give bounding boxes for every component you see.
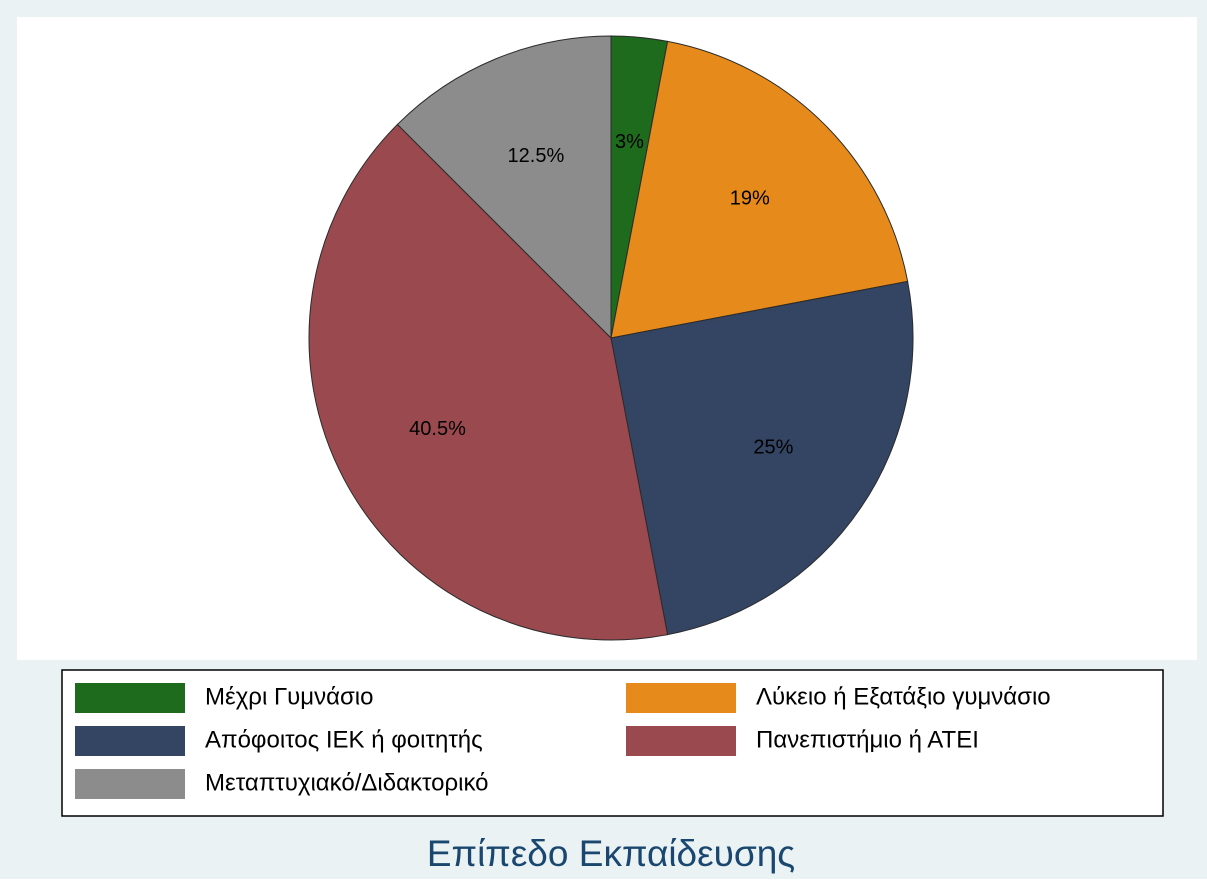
legend-swatch — [75, 726, 185, 756]
data-label: 19% — [730, 187, 770, 209]
legend-swatch — [626, 683, 736, 713]
legend-swatch — [75, 683, 185, 713]
legend-label: Λύκειο ή Εξατάξιο γυμνάσιο — [756, 683, 1051, 710]
legend-label: Πανεπιστήμιο ή ΑΤΕΙ — [756, 726, 979, 753]
pie-slice — [610, 40, 909, 339]
pie-slice — [610, 280, 914, 636]
legend-label: Απόφοιτος ΙΕΚ ή φοιτητής — [205, 726, 483, 753]
legend-swatch — [75, 769, 185, 799]
data-label: 25% — [753, 437, 793, 459]
data-label: 12.5% — [508, 145, 565, 167]
legend-label: Μεταπτυχιακό/Διδακτορικό — [205, 769, 489, 796]
data-label: 40.5% — [409, 418, 466, 440]
legend-swatch — [626, 726, 736, 756]
data-label: 3% — [615, 131, 644, 153]
chart-title: Επίπεδο Εκπαίδευσης — [427, 833, 795, 874]
legend — [61, 669, 1164, 817]
legend-label: Μέχρι Γυμνάσιο — [205, 683, 373, 710]
pie-slice — [396, 35, 612, 340]
pie-slice — [308, 123, 669, 641]
